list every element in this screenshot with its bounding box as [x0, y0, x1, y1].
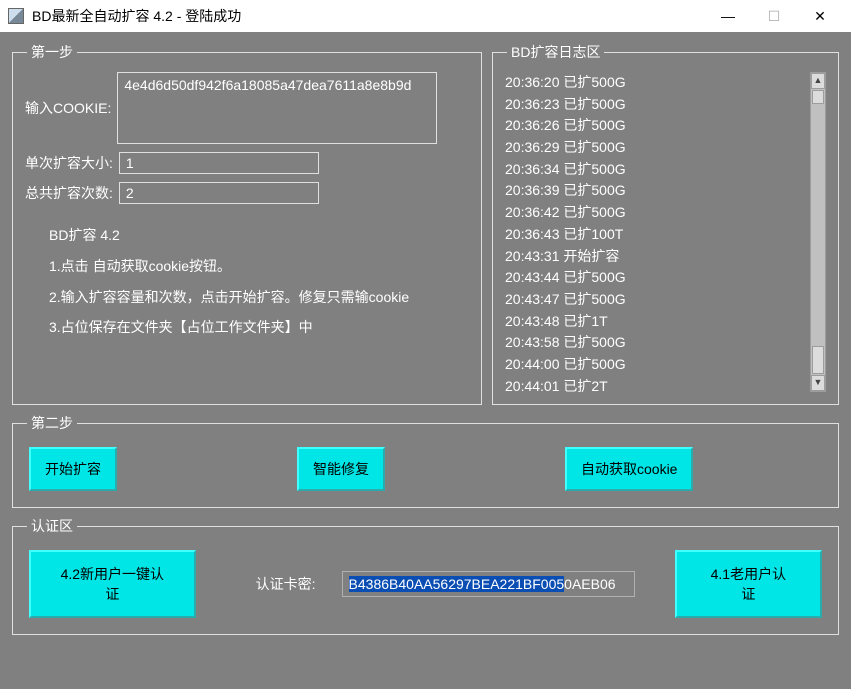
scroll-up-icon[interactable]: ▲ — [811, 73, 825, 89]
log-line: 20:43:47 已扩500G — [505, 289, 806, 311]
count-label: 总共扩容次数: — [25, 183, 113, 203]
get-cookie-button[interactable]: 自动获取cookie — [565, 447, 693, 491]
titlebar: BD最新全自动扩容 4.2 - 登陆成功 — ☐ ✕ — [0, 0, 851, 32]
log-list: 20:36:20 已扩500G20:36:23 已扩500G20:36:26 已… — [505, 72, 826, 392]
auth-group: 认证区 4.2新用户一键认证 认证卡密: B4386B40AA56297BEA2… — [12, 516, 839, 635]
maximize-button[interactable]: ☐ — [751, 0, 797, 32]
window-title: BD最新全自动扩容 4.2 - 登陆成功 — [32, 6, 705, 26]
step1-group: 第一步 输入COOKIE: 单次扩容大小: 总共扩容次数: BD扩容 4.2 1… — [12, 42, 482, 405]
log-line: 20:43:58 已扩500G — [505, 332, 806, 354]
log-line: 20:44:01 已扩2T — [505, 376, 806, 392]
auth-key-label: 认证卡密: — [256, 574, 316, 594]
repair-button[interactable]: 智能修复 — [297, 447, 385, 491]
log-scrollbar[interactable]: ▲ ▼ — [810, 72, 826, 392]
auth-key-rest: 0AEB06 — [564, 576, 615, 592]
auth-legend: 认证区 — [27, 516, 77, 536]
close-button[interactable]: ✕ — [797, 0, 843, 32]
scroll-thumb[interactable] — [812, 346, 824, 374]
start-button[interactable]: 开始扩容 — [29, 447, 117, 491]
log-line: 20:36:23 已扩500G — [505, 94, 806, 116]
log-line: 20:36:20 已扩500G — [505, 72, 806, 94]
scroll-thumb-top[interactable] — [812, 90, 824, 104]
instr-line-2: 2.输入扩容容量和次数，点击开始扩容。修复只需输cookie — [49, 282, 469, 313]
cookie-input[interactable] — [117, 72, 437, 144]
step2-legend: 第二步 — [27, 413, 77, 433]
size-label: 单次扩容大小: — [25, 153, 113, 173]
step2-group: 第二步 开始扩容 智能修复 自动获取cookie — [12, 413, 839, 508]
step1-legend: 第一步 — [27, 42, 77, 62]
scroll-down-icon[interactable]: ▼ — [811, 375, 825, 391]
log-line: 20:36:39 已扩500G — [505, 180, 806, 202]
log-line: 20:36:26 已扩500G — [505, 115, 806, 137]
auth-key-selected: B4386B40AA56297BEA221BF005 — [349, 576, 565, 592]
instr-line-1: 1.点击 自动获取cookie按钮。 — [49, 251, 469, 282]
instr-line-3: 3.占位保存在文件夹【占位工作文件夹】中 — [49, 312, 469, 343]
minimize-button[interactable]: — — [705, 0, 751, 32]
log-line: 20:36:42 已扩500G — [505, 202, 806, 224]
app-icon — [8, 8, 24, 24]
count-input[interactable] — [119, 182, 319, 204]
instructions: BD扩容 4.2 1.点击 自动获取cookie按钮。 2.输入扩容容量和次数，… — [25, 212, 469, 343]
auth-key-input[interactable]: B4386B40AA56297BEA221BF0050AEB06 — [342, 571, 635, 597]
log-line: 20:36:43 已扩100T — [505, 224, 806, 246]
new-user-auth-button[interactable]: 4.2新用户一键认证 — [29, 550, 196, 618]
log-line: 20:43:31 开始扩容 — [505, 246, 806, 268]
log-line: 20:43:48 已扩1T — [505, 311, 806, 333]
instr-title: BD扩容 4.2 — [49, 220, 469, 251]
client-area: 第一步 输入COOKIE: 单次扩容大小: 总共扩容次数: BD扩容 4.2 1… — [0, 32, 851, 653]
log-line: 20:44:00 已扩500G — [505, 354, 806, 376]
log-group: BD扩容日志区 20:36:20 已扩500G20:36:23 已扩500G20… — [492, 42, 839, 405]
log-line: 20:36:29 已扩500G — [505, 137, 806, 159]
window-controls: — ☐ ✕ — [705, 0, 843, 32]
old-user-auth-button[interactable]: 4.1老用户认证 — [675, 550, 822, 618]
log-legend: BD扩容日志区 — [507, 42, 604, 62]
log-line: 20:36:34 已扩500G — [505, 159, 806, 181]
cookie-label: 输入COOKIE: — [25, 98, 111, 118]
log-line: 20:43:44 已扩500G — [505, 267, 806, 289]
size-input[interactable] — [119, 152, 319, 174]
